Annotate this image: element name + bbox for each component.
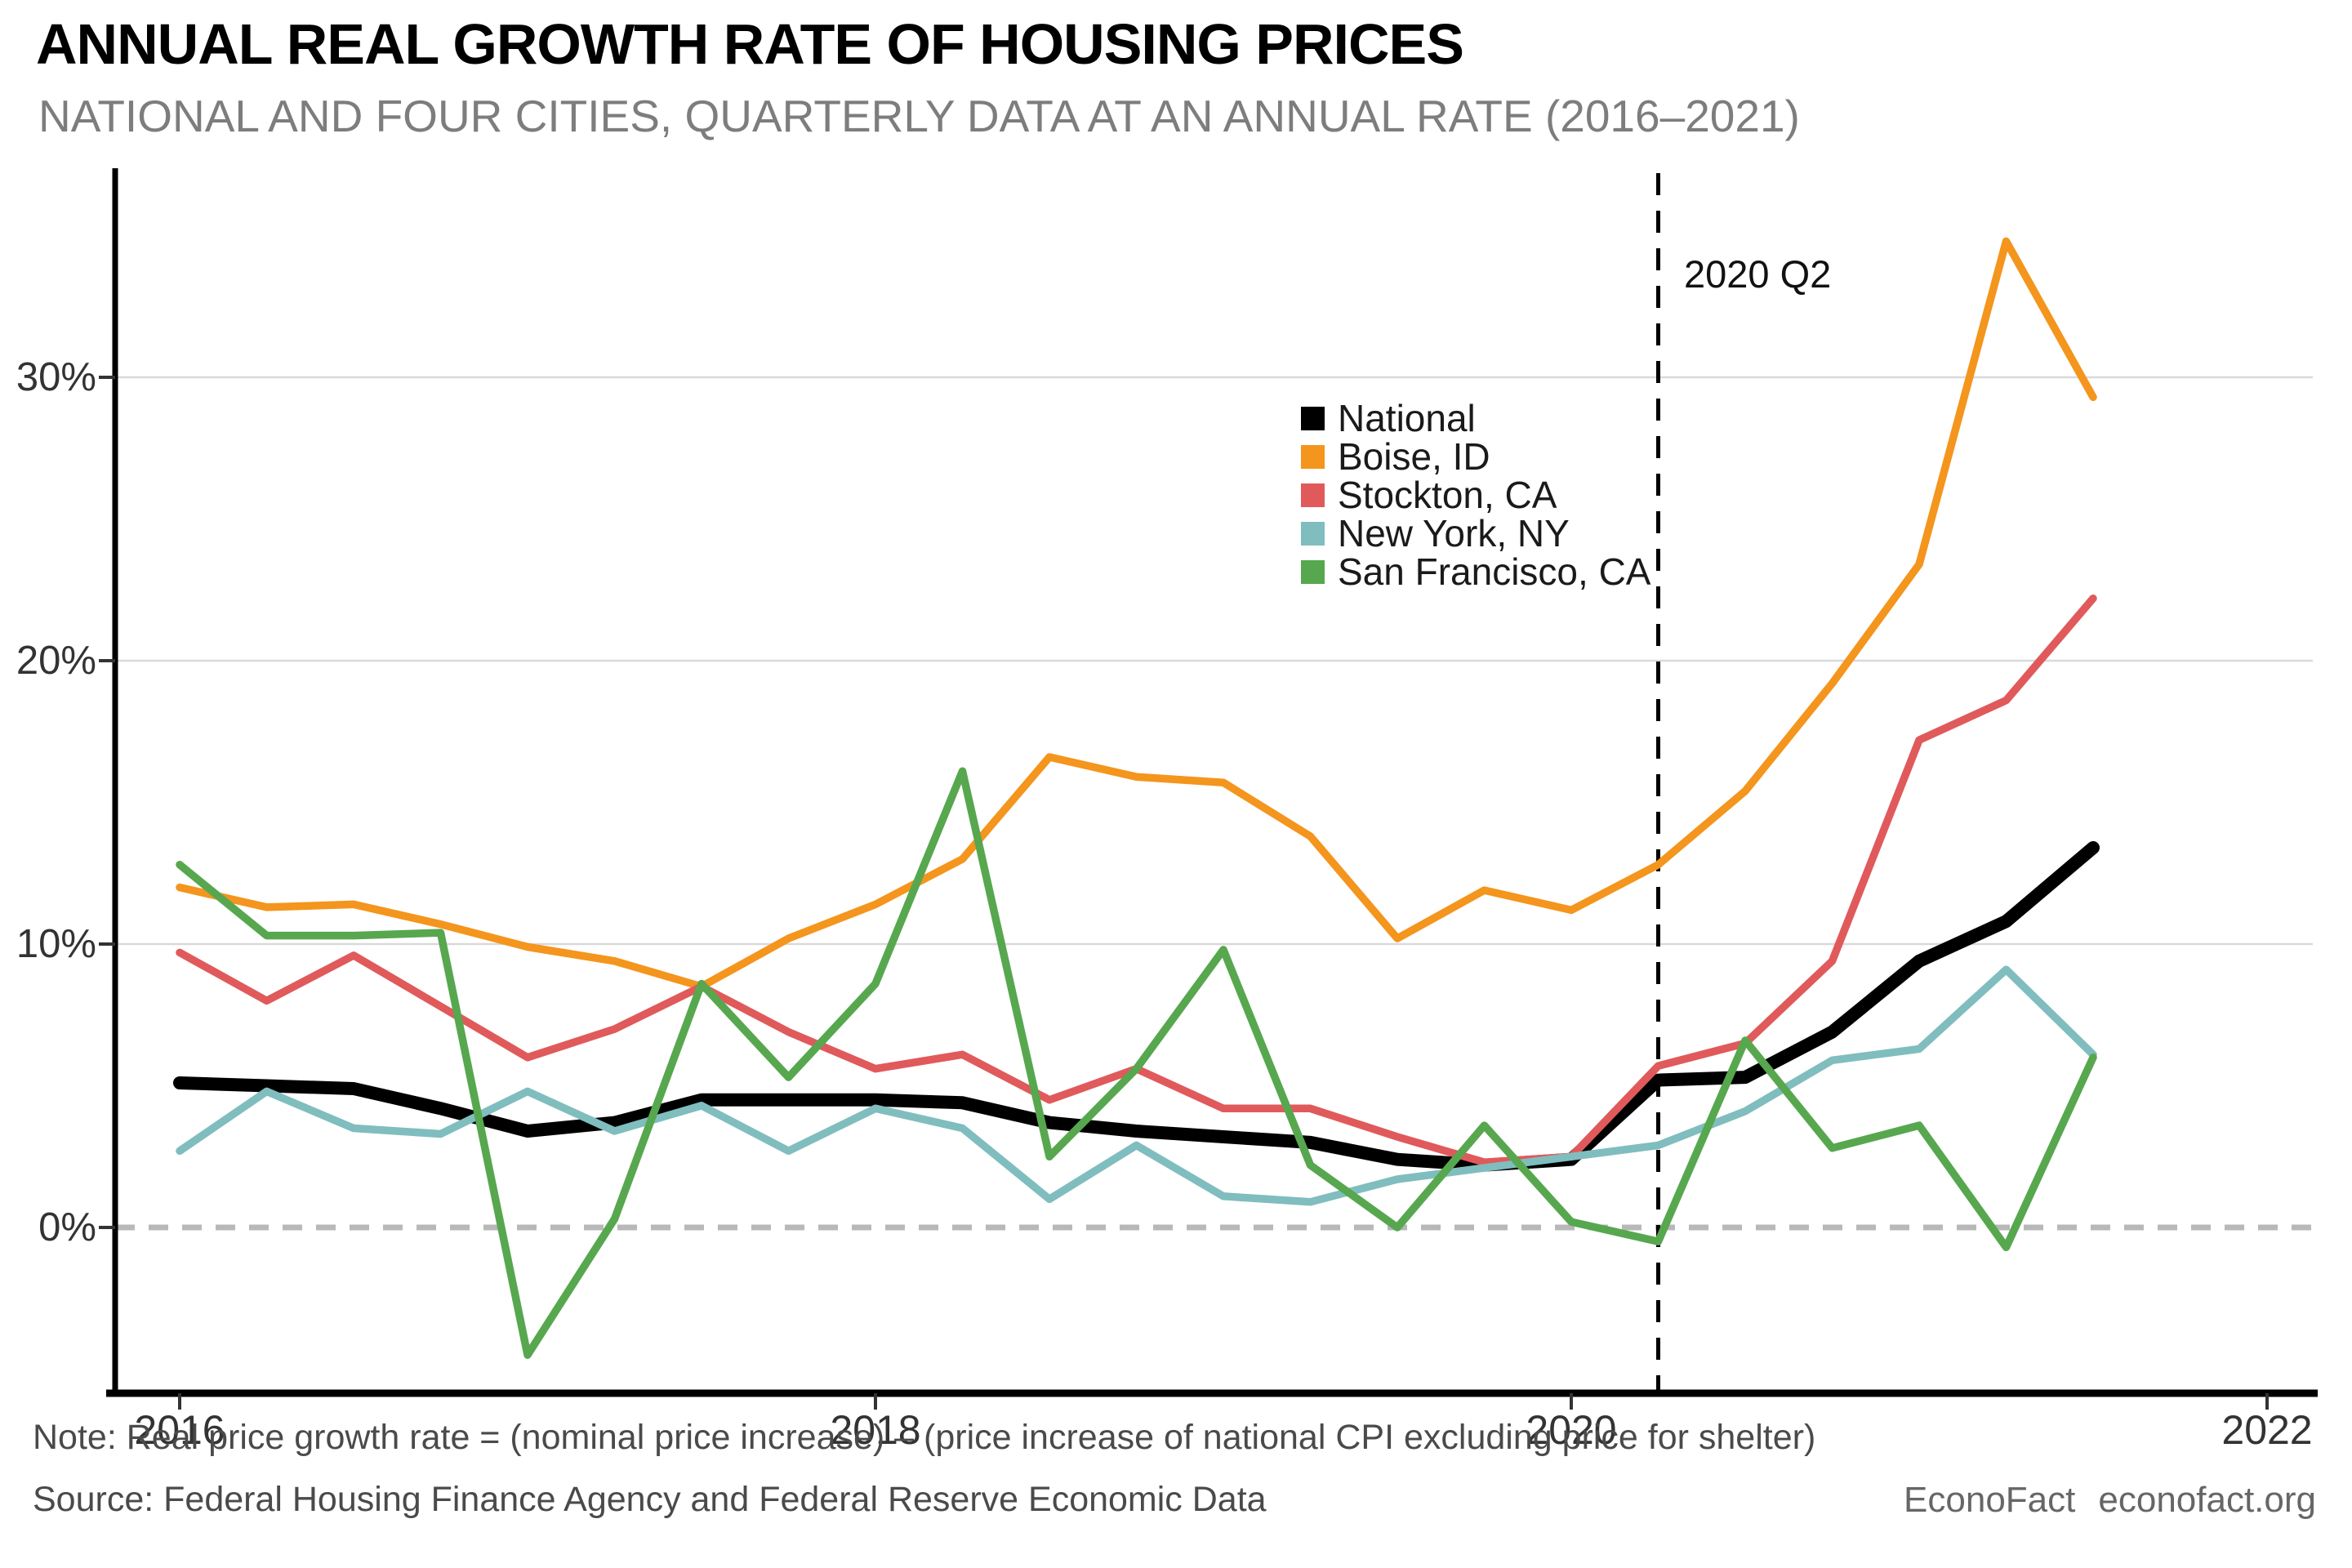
legend-swatch-icon xyxy=(1301,483,1325,507)
x-tick-label-2022: 2022 xyxy=(2221,1407,2313,1453)
legend-label: Boise, ID xyxy=(1338,435,1490,478)
series-line-boise-id xyxy=(176,237,2097,991)
annotation-label: 2020 Q2 xyxy=(1684,252,1832,296)
series-line-national xyxy=(173,841,2100,1172)
y-tick-label-20%: 20% xyxy=(16,639,96,683)
y-tick-label-0%: 0% xyxy=(38,1205,96,1250)
legend-label: San Francisco, CA xyxy=(1338,550,1651,593)
note-text: Note: Real price growth rate = (nominal … xyxy=(33,1418,1816,1457)
y-tick-label-10%: 10% xyxy=(16,922,96,966)
legend: National Boise, ID Stockton, CA New York, N… xyxy=(1301,399,1650,591)
legend-item-new-york-ny: New York, NY xyxy=(1301,514,1650,553)
x-tick-label-2018: 2018 xyxy=(830,1407,921,1453)
series-line-san-francisco-ca xyxy=(176,767,2097,1359)
legend-item-national: National xyxy=(1301,399,1650,438)
brand-footer: EconoFact econofact.org xyxy=(1904,1480,2316,1521)
legend-label: Stockton, CA xyxy=(1338,474,1557,516)
y-tick-label-30%: 30% xyxy=(16,355,96,399)
legend-item-boise-id: Boise, ID xyxy=(1301,438,1650,476)
legend-swatch-icon xyxy=(1301,522,1325,546)
page-subtitle: NATIONAL AND FOUR CITIES, QUARTERLY DATA… xyxy=(38,91,1800,141)
x-tick-label-2016: 2016 xyxy=(134,1407,225,1453)
page-title: ANNUAL REAL GROWTH RATE OF HOUSING PRICE… xyxy=(36,12,1464,76)
legend-label: National xyxy=(1338,397,1476,439)
legend-swatch-icon xyxy=(1301,445,1325,469)
legend-label: New York, NY xyxy=(1338,512,1570,555)
brand-site: econofact.org xyxy=(2098,1480,2316,1520)
brand-name: EconoFact xyxy=(1904,1480,2076,1520)
legend-swatch-icon xyxy=(1301,560,1325,584)
legend-item-san-francisco-ca: San Francisco, CA xyxy=(1301,553,1650,591)
legend-item-stockton-ca: Stockton, CA xyxy=(1301,476,1650,514)
source-text: Source: Federal Housing Finance Agency a… xyxy=(33,1480,1267,1519)
series-line-new-york-ny xyxy=(176,965,2097,1206)
legend-swatch-icon xyxy=(1301,407,1325,430)
x-tick-label-2020: 2020 xyxy=(1526,1407,1617,1453)
